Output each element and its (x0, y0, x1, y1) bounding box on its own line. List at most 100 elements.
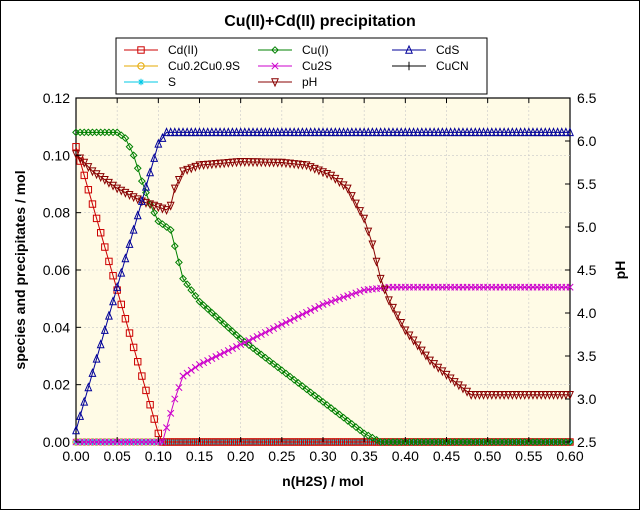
data-point-cu2s (195, 361, 204, 369)
data-point-ph (467, 391, 476, 400)
x-tick-label: 0.45 (433, 448, 460, 464)
data-point-cu2s (171, 395, 179, 403)
y2-tick-label: 3.0 (577, 391, 597, 407)
data-point-cds (72, 425, 80, 435)
data-point-ph (166, 201, 175, 211)
y-tick-label: 0.10 (43, 147, 70, 163)
data-point-cu2s (274, 322, 282, 331)
data-point-ph (520, 391, 529, 400)
y2-tick-label: 3.5 (577, 348, 597, 364)
data-point-cu-i (310, 391, 319, 400)
data-point-ph (174, 176, 183, 185)
legend-label: Cd(II) (168, 43, 198, 57)
legend-label: S (168, 75, 176, 89)
data-point-cds (232, 127, 241, 137)
data-point-cd-ii (146, 401, 154, 409)
data-point-cu-i (257, 350, 266, 359)
data-point-cu-i (228, 327, 237, 336)
data-point-cd-ii (306, 438, 315, 446)
data-point-cds (109, 296, 118, 306)
data-point-ph (549, 391, 558, 400)
data-point-cds (191, 127, 200, 137)
data-point-cd-ii (224, 438, 233, 446)
data-point-ph (294, 160, 303, 170)
y2-tick-label: 2.5 (577, 434, 597, 450)
data-point-ph (533, 391, 542, 400)
data-point-cd-ii (265, 438, 274, 446)
data-point-cu-i (261, 353, 270, 362)
data-point-cu2s (307, 306, 315, 314)
data-point-cu-i (566, 438, 574, 446)
axes: 0.00 0.05 0.10 0.15 0.20 0.25 0.30 0.35 0.40 0.45… (43, 90, 597, 464)
data-point-cds (240, 127, 249, 137)
y2-tick-label: 6.5 (577, 90, 597, 106)
data-point-cu2s (167, 409, 175, 417)
data-point-cd-ii (97, 229, 105, 237)
data-point-cds (220, 127, 229, 137)
data-point-cu-i (183, 280, 192, 289)
data-point-cds (520, 127, 529, 137)
data-point-cds (76, 410, 85, 420)
data-point-ph (471, 391, 480, 400)
data-point-cu-i (133, 164, 142, 173)
data-point-cu2s (216, 351, 224, 359)
data-point-ph (413, 341, 422, 351)
data-point-ph (405, 331, 414, 341)
data-point-ph (566, 391, 574, 400)
data-point-cd-ii (101, 243, 109, 251)
data-point-cu2s (249, 334, 257, 343)
data-point-ph (290, 160, 299, 170)
data-point-cu-i (195, 297, 204, 306)
data-point-cd-ii (88, 200, 97, 208)
data-point-cds (487, 127, 496, 137)
data-point-cu-i (364, 431, 373, 440)
data-point-cu-i (331, 407, 340, 416)
data-point-cds (446, 127, 455, 137)
data-point-cds (261, 127, 270, 137)
series-ph (72, 150, 574, 400)
data-point-cd-ii (154, 429, 163, 438)
data-point-ph (380, 285, 389, 295)
data-point-cds (281, 127, 290, 137)
data-point-cds (347, 127, 356, 137)
data-point-cd-ii (109, 272, 117, 280)
data-point-cds (504, 127, 513, 137)
data-point-cds (154, 138, 163, 148)
data-point-cds (413, 127, 422, 137)
data-point-cd-ii (232, 438, 241, 446)
data-point-cds (96, 339, 105, 349)
data-point-cd-ii (286, 438, 294, 446)
data-point-ph (368, 240, 377, 250)
data-point-ph (277, 158, 286, 168)
data-point-ph (508, 391, 517, 400)
data-point-cu2s (253, 332, 261, 341)
y-tick-label: 0.12 (43, 90, 70, 106)
data-point-ph (80, 158, 89, 168)
data-point-cds (298, 127, 307, 137)
data-point-cds (104, 310, 113, 320)
data-point-cd-ii (245, 438, 253, 446)
data-point-cu2s (204, 357, 212, 365)
data-point-cds (508, 127, 517, 137)
data-point-cds (512, 127, 521, 137)
data-point-cds (409, 127, 418, 137)
data-point-cd-ii (150, 415, 158, 423)
data-point-cds (401, 127, 410, 137)
data-point-cd-ii (199, 438, 208, 446)
data-point-ph (417, 346, 426, 356)
y2-axis-title: pH (612, 261, 628, 280)
data-point-cu2s (335, 295, 344, 303)
data-point-cd-ii (187, 438, 195, 446)
y2-tick-label: 5.5 (577, 176, 597, 192)
data-point-cds (306, 127, 315, 137)
data-point-ph (216, 159, 225, 169)
data-point-cu-i (343, 416, 352, 425)
data-point-cds (323, 127, 332, 137)
data-point-cu2s (163, 424, 171, 432)
data-point-cu-i (352, 423, 360, 432)
data-point-cd-ii (166, 438, 175, 446)
data-point-cds (430, 127, 439, 137)
data-point-cds (249, 127, 257, 137)
data-point-cu-i (191, 291, 200, 300)
data-point-cds (273, 127, 282, 137)
